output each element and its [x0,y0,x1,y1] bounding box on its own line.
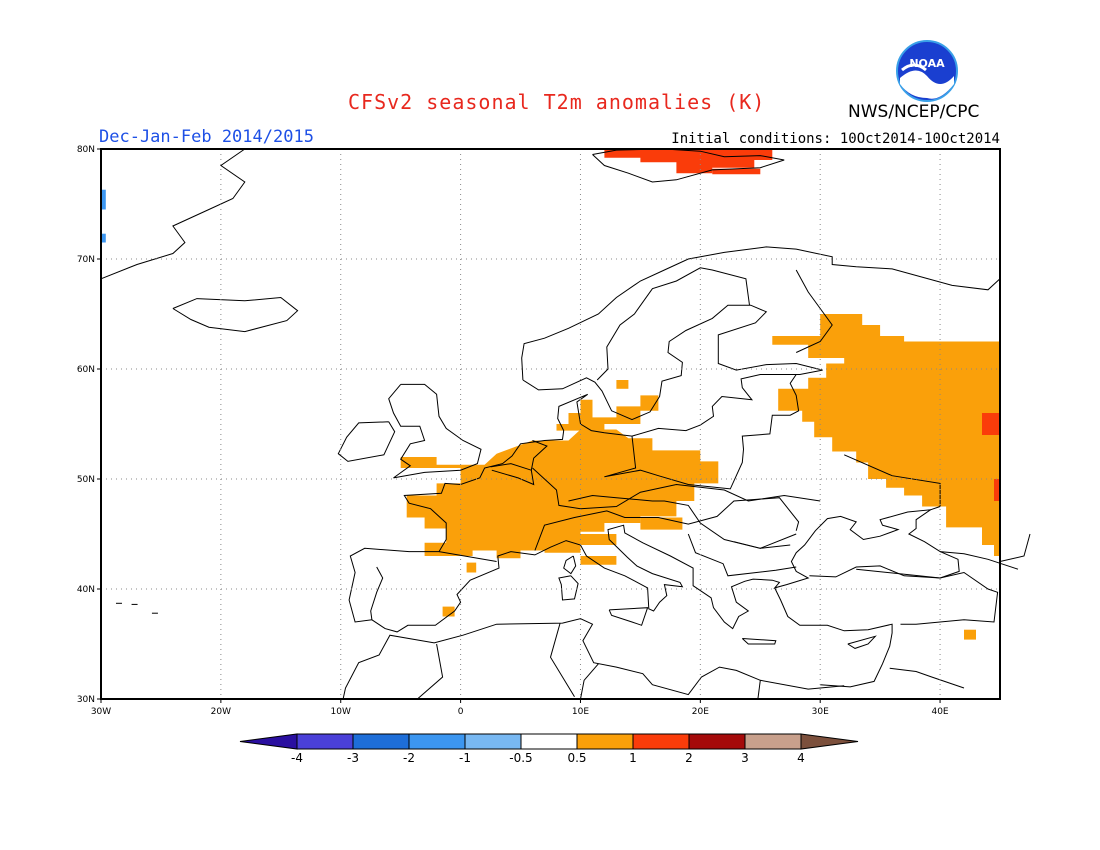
coast-baltic-coast [348,369,960,633]
colorbar-swatch [520,733,578,750]
coast-caspian [999,533,1031,562]
coast-iceland [172,296,299,333]
coast-borders-7 [534,497,800,551]
lat-tick-label: 40N [77,585,95,595]
coast-borders-17 [940,551,1019,570]
coast-scandinavia [521,246,1001,381]
colorbar-label: -3 [347,751,359,765]
colorbar-label: 1 [629,751,637,765]
coast-borders-4 [795,269,833,353]
lon-tick-label: 30W [91,707,111,717]
coast-britain [388,383,482,479]
coast-borders-14 [549,622,575,698]
lon-tick-label: 10E [572,707,589,717]
coast-borders-11 [856,568,999,625]
colorbar-swatch [296,733,354,750]
colorbar-label: 3 [741,751,749,765]
graticule [101,149,1000,699]
anomaly-greenland-edge-2 [101,233,106,243]
coast-crete [741,638,777,645]
lat-tick-label: 70N [77,255,95,265]
anomaly-svalbard-east [712,168,761,175]
lon-tick-label: 0 [458,707,464,717]
coast-black-sea-east [930,506,941,511]
coast-borders-6 [370,566,384,620]
colorbar-swatch [576,733,634,750]
anomaly-cyprus [964,629,976,640]
coast-borders-19 [530,440,548,471]
colorbar-label: -4 [291,751,303,765]
colorbar-swatch [688,733,746,750]
coast-borders-5 [438,551,497,562]
anomaly-svalbard [604,149,773,174]
coast-borders-16 [757,680,761,700]
lat-tick-label: 50N [77,475,95,485]
coast-borders-18 [490,463,535,486]
coast-borders-1 [532,467,821,510]
colorbar-high-arrow [800,733,859,750]
colorbar-swatch [464,733,522,750]
colorbar-swatch [408,733,466,750]
coast-borders-3 [596,267,750,381]
coast-borders-13 [417,643,444,700]
coast-borders-12 [889,667,965,689]
coast-borders-2 [604,374,800,490]
colorbar-swatch [632,733,690,750]
anomaly-croatia [640,517,683,530]
coast-borders-8 [687,533,797,577]
coast-corsica [563,555,577,575]
colorbar-label: -0.5 [509,751,532,765]
lat-tick-label: 80N [77,145,95,155]
anomaly-denmark-sweden [556,395,659,431]
colorbar-label: 2 [685,751,693,765]
logo-text: NOAA [909,57,945,70]
coast-cyprus [847,635,877,649]
anomaly-layer [101,149,1000,640]
coast-greenland-coast [100,148,246,280]
anomaly-po-valley [544,523,617,553]
lon-tick-label: 20W [211,707,231,717]
anomaly-baltic-small [616,380,629,389]
agency-label: NWS/NCEP/CPC [848,102,980,122]
colorbar-label: 4 [797,751,805,765]
lat-tick-label: 30N [77,695,95,705]
colorbar-label: -1 [459,751,471,765]
lat-tick-label: 60N [77,365,95,375]
anomaly-russia-west [772,314,1000,556]
noaa-logo-icon: NOAA [896,40,958,102]
coast-sardinia [558,575,579,601]
colorbar: -4 -3 -2 -1 -0.5 0.5 1 2 3 4 [239,733,859,765]
longitude-ticks: 30W 20W 10W 0 10E 20E 30E 40E [91,699,949,717]
anomaly-west-central-europe [400,429,719,559]
coast-sicily [608,607,649,626]
anomaly-russia-hotspot-south [994,479,1000,501]
anomaly-greenland-edge [101,189,106,210]
anomaly-southern-spain [442,606,455,617]
chart-title: CFSv2 seasonal T2m anomalies (K) [348,90,766,114]
season-label: Dec-Jan-Feb 2014/2015 [99,127,314,147]
anomaly-spain-coast [466,562,477,573]
coast-borders-9 [733,541,791,549]
initial-conditions-label: Initial conditions: 10Oct2014-10Oct2014 [671,131,1000,147]
anomaly-russia-hotspot [982,413,1000,435]
colorbar-low-arrow [239,733,298,750]
colorbar-swatch [352,733,410,750]
colorbar-swatch [744,733,802,750]
map-frame [100,148,1001,700]
lon-tick-label: 40E [931,707,948,717]
coastlines [100,148,1031,700]
lon-tick-label: 10W [331,707,351,717]
coast-turkey-south [774,587,893,688]
coast-ireland [337,421,396,462]
colorbar-label: -2 [403,751,415,765]
lon-tick-label: 30E [812,707,829,717]
lon-tick-label: 20E [692,707,709,717]
coast-borders-15 [580,663,599,700]
coast-africa-north [342,618,845,700]
colorbar-label: 0.5 [567,751,586,765]
latitude-ticks: 80N 70N 60N 50N 40N 30N [77,145,101,705]
coast-norway-south [522,304,823,421]
